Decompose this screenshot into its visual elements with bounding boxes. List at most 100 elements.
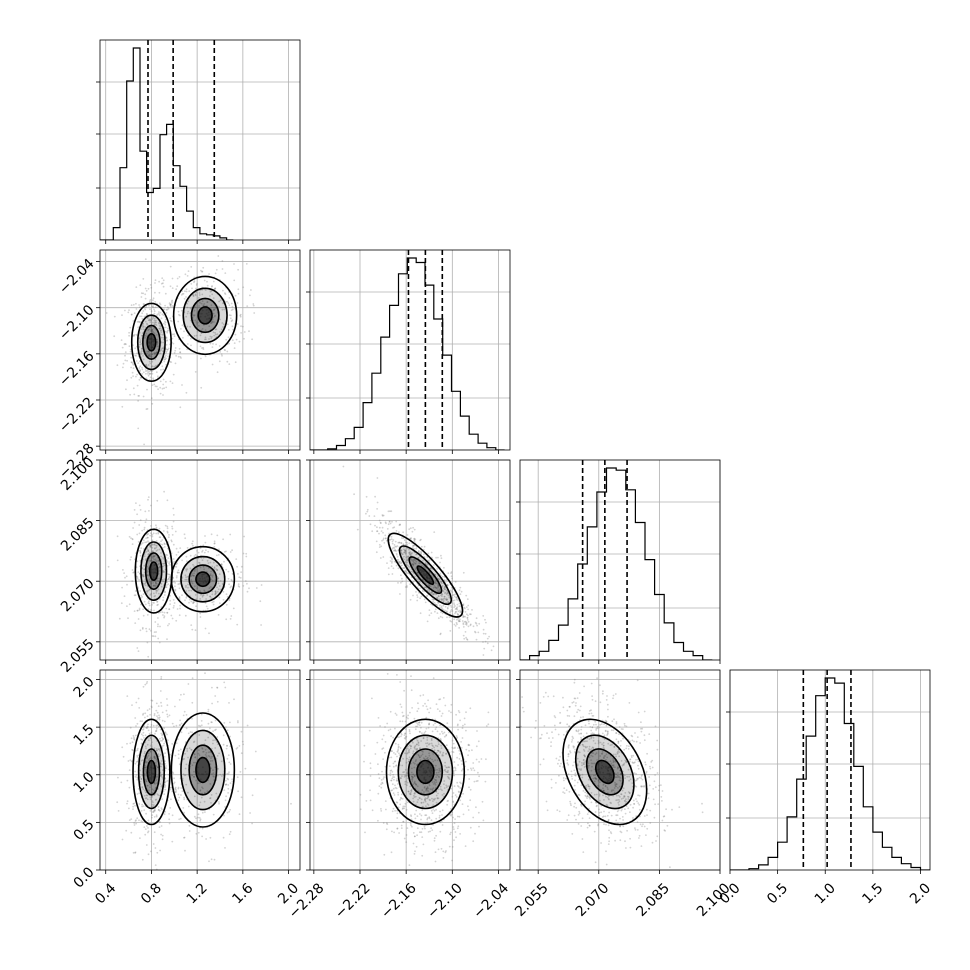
sample-point xyxy=(146,290,148,292)
sample-point xyxy=(164,592,166,594)
sample-point xyxy=(135,502,137,504)
sample-point xyxy=(605,824,607,826)
sample-point xyxy=(160,834,162,836)
sample-point xyxy=(172,334,174,336)
sample-point xyxy=(196,284,198,286)
sample-point xyxy=(442,809,444,811)
sample-point xyxy=(646,814,648,816)
sample-point xyxy=(163,323,165,325)
sample-point xyxy=(228,343,230,345)
sample-point xyxy=(388,574,390,576)
sample-point xyxy=(410,675,412,677)
sample-point xyxy=(424,826,426,828)
sample-point xyxy=(170,361,172,363)
sample-point xyxy=(132,538,134,540)
sample-point xyxy=(144,712,146,714)
sample-point xyxy=(164,752,166,754)
sample-point xyxy=(457,729,459,731)
sample-point xyxy=(212,343,214,345)
sample-point xyxy=(219,597,221,599)
sample-point xyxy=(449,630,451,632)
sample-point xyxy=(167,704,169,706)
sample-point xyxy=(228,571,230,573)
sample-point xyxy=(227,812,229,814)
sample-point xyxy=(147,533,149,535)
sample-point xyxy=(394,810,396,812)
y-tick-label: 1.0 xyxy=(71,769,98,796)
sample-point xyxy=(391,789,393,791)
sample-point xyxy=(456,757,458,759)
sample-point xyxy=(190,624,192,626)
sample-point xyxy=(144,307,146,309)
sample-point xyxy=(141,312,143,314)
sample-point xyxy=(414,836,416,838)
sample-point xyxy=(134,347,136,349)
sample-point xyxy=(445,851,447,853)
sample-point xyxy=(616,721,618,723)
sample-point xyxy=(459,758,461,760)
sample-point xyxy=(204,280,206,282)
sample-point xyxy=(163,279,165,281)
sample-point xyxy=(454,600,456,602)
sample-point xyxy=(142,608,144,610)
sample-point xyxy=(164,721,166,723)
sample-point xyxy=(224,551,226,553)
sample-point xyxy=(420,727,422,729)
sample-point xyxy=(142,627,144,629)
sample-point xyxy=(127,312,129,314)
sample-point xyxy=(155,533,157,535)
sample-point xyxy=(632,755,634,757)
sample-point xyxy=(645,834,647,836)
sample-point xyxy=(192,540,194,542)
sample-point xyxy=(387,528,389,530)
sample-point xyxy=(126,379,128,381)
sample-point xyxy=(157,533,159,535)
sample-point xyxy=(172,772,174,774)
sample-point xyxy=(142,293,144,295)
sample-point xyxy=(411,707,413,709)
sample-point xyxy=(439,562,441,564)
sample-point xyxy=(457,747,459,749)
sample-point xyxy=(159,314,161,316)
sample-point xyxy=(147,709,149,711)
sample-point xyxy=(414,813,416,815)
sample-point xyxy=(168,563,170,565)
sample-point xyxy=(191,629,193,631)
sample-point xyxy=(450,712,452,714)
sample-point xyxy=(139,608,141,610)
sample-point xyxy=(240,571,242,573)
sample-point xyxy=(126,605,128,607)
sample-point xyxy=(391,538,393,540)
sample-point xyxy=(370,775,372,777)
sample-point xyxy=(150,810,152,812)
sample-point xyxy=(137,400,139,402)
sample-point xyxy=(399,562,401,564)
sample-point xyxy=(189,599,191,601)
sample-point xyxy=(582,851,584,853)
sample-point xyxy=(424,599,426,601)
sample-point xyxy=(143,732,145,734)
sample-point xyxy=(417,827,419,829)
sample-point xyxy=(390,711,392,713)
sample-point xyxy=(455,831,457,833)
sample-point xyxy=(393,539,395,541)
sample-point xyxy=(162,614,164,616)
sample-point xyxy=(163,617,165,619)
sample-point xyxy=(450,589,452,591)
sample-point xyxy=(458,786,460,788)
sample-point xyxy=(385,800,387,802)
sample-point xyxy=(207,551,209,553)
sample-point xyxy=(388,567,390,569)
sample-point xyxy=(161,705,163,707)
sample-point xyxy=(205,549,207,551)
sample-point xyxy=(434,810,436,812)
sample-point xyxy=(240,314,242,316)
sample-point xyxy=(577,697,579,699)
sample-point xyxy=(155,306,157,308)
sample-point xyxy=(461,591,463,593)
sample-point xyxy=(401,827,403,829)
sample-point xyxy=(473,625,475,627)
sample-point xyxy=(177,571,179,573)
sample-point xyxy=(155,279,157,281)
sample-point xyxy=(178,788,180,790)
